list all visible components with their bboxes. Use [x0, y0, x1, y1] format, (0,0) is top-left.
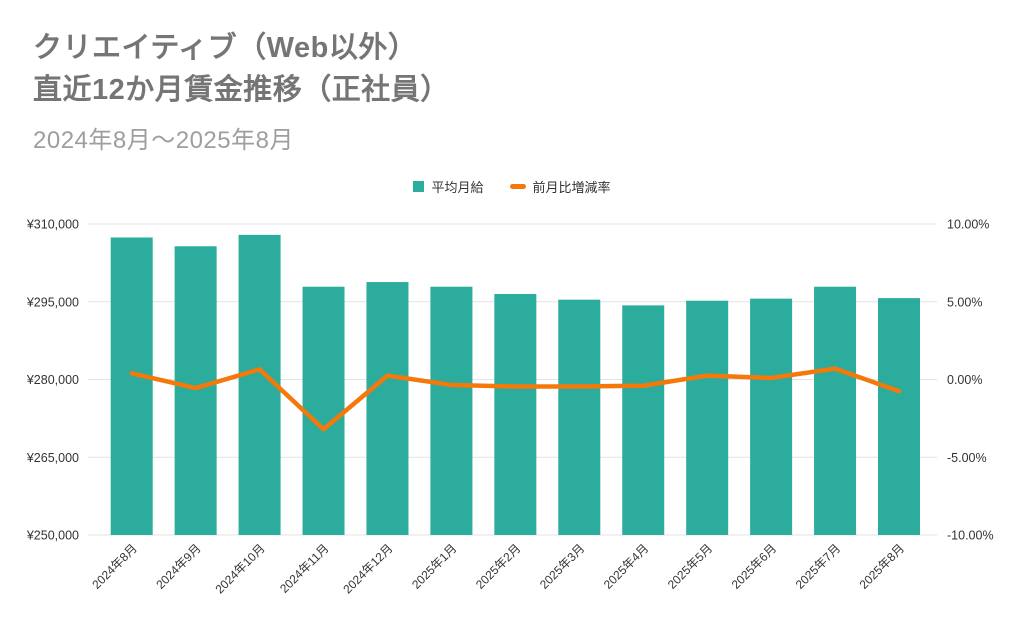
bar — [814, 286, 857, 535]
bar — [174, 246, 217, 535]
bar-series-swatch-icon — [413, 181, 425, 192]
y-right-tick-label: -10.00% — [947, 529, 994, 543]
chart-legend: 平均月給 前月比増減率 — [0, 177, 1024, 196]
y-right-tick-label: -5.00% — [947, 451, 987, 465]
chart-subtitle: 2024年8月～2025年8月 — [33, 127, 294, 154]
legend-label-mom-change: 前月比増減率 — [532, 180, 611, 195]
x-tick-label: 2024年9月 — [153, 541, 203, 591]
y-left-tick-label: ¥295,000 — [26, 295, 79, 309]
bar — [494, 293, 537, 535]
bar — [622, 305, 665, 535]
bar — [302, 286, 345, 535]
x-tick-label: 2025年7月 — [793, 541, 843, 591]
chart-title: クリエイティブ（Web以外） 直近12か月賃金推移（正社員） — [33, 32, 450, 107]
x-tick-label: 2024年10月 — [213, 541, 268, 596]
legend-item-average-salary: 平均月給 — [413, 177, 484, 196]
y-left-tick-label: ¥250,000 — [26, 529, 79, 543]
bar — [110, 237, 153, 535]
bar — [366, 282, 409, 535]
bar — [750, 298, 793, 535]
x-tick-label: 2025年1月 — [409, 541, 459, 591]
y-right-tick-label: 10.00% — [947, 218, 989, 232]
bar — [686, 300, 729, 535]
line-series-swatch-icon — [509, 184, 526, 189]
x-tick-label: 2025年6月 — [729, 541, 779, 591]
y-left-tick-label: ¥280,000 — [26, 373, 79, 387]
y-right-tick-label: 5.00% — [947, 295, 982, 309]
y-right-tick-label: 0.00% — [947, 373, 982, 387]
legend-item-mom-change: 前月比増減率 — [509, 177, 611, 196]
x-tick-label: 2024年12月 — [340, 541, 395, 596]
y-left-tick-label: ¥310,000 — [26, 218, 79, 232]
bar — [430, 286, 473, 535]
x-tick-label: 2025年2月 — [473, 541, 523, 591]
change-line — [129, 366, 902, 432]
x-tick-label: 2025年5月 — [665, 541, 715, 591]
x-tick-label: 2025年8月 — [857, 541, 907, 591]
y-left-tick-label: ¥265,000 — [26, 451, 79, 465]
x-tick-label: 2025年3月 — [537, 541, 587, 591]
x-tick-label: 2025年4月 — [601, 541, 651, 591]
bar — [878, 298, 920, 535]
bar — [558, 299, 601, 535]
x-tick-label: 2024年11月 — [277, 541, 332, 596]
legend-label-average-salary: 平均月給 — [431, 180, 484, 195]
x-tick-label: 2024年8月 — [89, 541, 139, 591]
